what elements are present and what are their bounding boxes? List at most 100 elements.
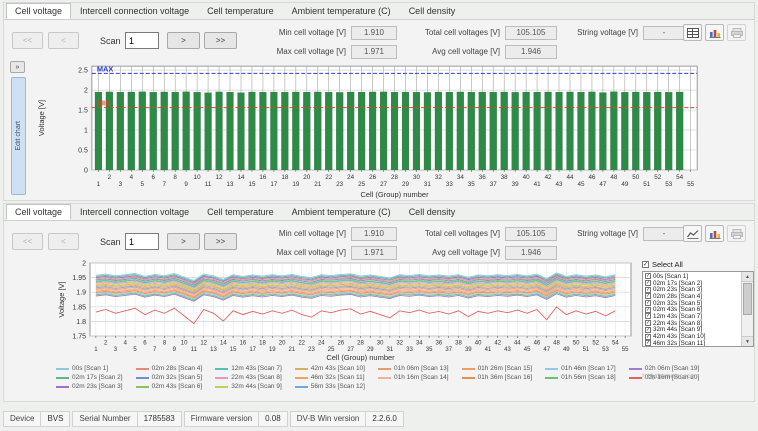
print-button[interactable] <box>727 24 746 41</box>
chart-image-button[interactable] <box>705 24 724 41</box>
legend-column: 02h 06m [Scan 19] 02h 16m [Scan 20] <box>628 365 699 390</box>
tab-cell-density[interactable]: Cell density <box>408 6 456 16</box>
chart-image-button[interactable] <box>705 225 724 242</box>
last-scan-button[interactable]: >> <box>204 32 237 49</box>
scan-checkbox[interactable] <box>645 313 651 320</box>
scan-checkbox[interactable] <box>645 286 651 293</box>
scan-list[interactable]: 00s [Scan 1]02m 17s [Scan 2]02m 23s [Sca… <box>642 271 754 347</box>
scan-input[interactable] <box>125 32 159 49</box>
svg-text:24: 24 <box>318 341 325 347</box>
svg-text:42: 42 <box>545 174 552 181</box>
svg-text:34: 34 <box>457 174 464 181</box>
scroll-down-arrow[interactable]: ▼ <box>742 336 753 346</box>
svg-text:1: 1 <box>84 127 88 134</box>
scan-item-label: 42m 43s [Scan 10] <box>653 333 706 341</box>
scan-checkbox[interactable] <box>645 300 651 307</box>
legend-swatch <box>135 376 149 379</box>
svg-text:1.5: 1.5 <box>78 108 88 115</box>
scan-list-item-10[interactable]: 42m 43s [Scan 10] <box>645 333 739 340</box>
legend-item-scan-14: 01h 16m [Scan 14] <box>377 374 449 381</box>
legend-label: 02m 23s [Scan 3] <box>72 383 123 390</box>
svg-text:39: 39 <box>512 181 519 188</box>
printer-icon <box>730 27 743 38</box>
legend-label: 01h 56m [Scan 18] <box>561 374 616 381</box>
last-scan-button[interactable]: >> <box>204 233 237 250</box>
cell-voltage-bar-panel: Cell voltage Intercell connection voltage… <box>3 2 755 201</box>
scan-list-item-5[interactable]: 02m 32s [Scan 5] <box>645 300 739 307</box>
select-all-checkbox[interactable] <box>642 261 649 268</box>
scan-list-item-3[interactable]: 02m 23s [Scan 3] <box>645 286 739 293</box>
scroll-up-arrow[interactable]: ▲ <box>742 272 753 282</box>
svg-text:27: 27 <box>347 347 354 353</box>
legend-column: 00s [Scan 1] 02m 17s [Scan 2] 02m 23s [Sca… <box>56 365 123 390</box>
svg-text:29: 29 <box>402 181 409 188</box>
legend-column: 42m 43s [Scan 10] 46m 32s [Scan 11] 56m 33… <box>294 365 365 390</box>
svg-text:41: 41 <box>485 347 492 353</box>
status-label: Firmware version <box>190 414 253 423</box>
scan-checkbox[interactable] <box>645 280 651 287</box>
scan-list-item-6[interactable]: 02m 43s [Scan 6] <box>645 306 739 313</box>
svg-text:52: 52 <box>592 341 599 347</box>
data-table-button[interactable] <box>683 24 702 41</box>
svg-text:47: 47 <box>543 347 550 353</box>
svg-text:44: 44 <box>566 174 573 181</box>
svg-text:49: 49 <box>621 181 628 188</box>
legend-item-scan-8: 22m 43s [Scan 8] <box>215 374 282 381</box>
tab-cell-voltage[interactable]: Cell voltage <box>6 3 72 19</box>
first-scan-button[interactable]: << <box>12 233 43 250</box>
tab-ambient-temperature-c[interactable]: Ambient temperature (C) <box>291 207 391 217</box>
scan-list-item-7[interactable]: 12m 43s [Scan 7] <box>645 313 739 320</box>
svg-text:37: 37 <box>490 181 497 188</box>
next-scan-button[interactable]: > <box>167 32 200 49</box>
scan-checkbox[interactable] <box>645 273 651 280</box>
legend-label: 02m 32s [Scan 5] <box>151 374 203 381</box>
first-scan-button[interactable]: << <box>12 32 43 49</box>
svg-text:51: 51 <box>643 181 650 188</box>
scan-label: Scan <box>100 36 121 46</box>
scan-checkbox[interactable] <box>645 306 651 313</box>
scan-list-item-8[interactable]: 22m 43s [Scan 8] <box>645 320 739 327</box>
scan-list-item-9[interactable]: 32m 44s [Scan 9] <box>645 326 739 333</box>
scan-checkbox[interactable] <box>645 293 651 300</box>
svg-text:26: 26 <box>369 174 376 181</box>
scan-checkbox[interactable] <box>645 333 651 340</box>
collapsed-side-panel[interactable]: Edit chart <box>11 77 26 195</box>
legend-item-scan-15: 01h 26m [Scan 15] <box>461 365 532 372</box>
tab-ambient-temperature-c[interactable]: Ambient temperature (C) <box>291 6 391 16</box>
expand-side-panel-button[interactable]: » <box>10 61 25 73</box>
svg-text:55: 55 <box>687 181 694 188</box>
next-scan-button[interactable]: > <box>167 233 200 250</box>
svg-text:9: 9 <box>173 347 177 353</box>
tab-cell-density[interactable]: Cell density <box>408 207 456 217</box>
legend-label: 01h 36m [Scan 16] <box>477 374 533 381</box>
scan-input[interactable] <box>125 233 159 250</box>
scan-item-label: 02m 23s [Scan 3] <box>653 286 703 294</box>
select-all-row[interactable]: Select All <box>642 260 754 269</box>
prev-scan-button[interactable]: < <box>48 32 79 49</box>
tab-cell-temperature[interactable]: Cell temperature <box>207 207 274 217</box>
tab-cell-voltage[interactable]: Cell voltage <box>6 204 72 220</box>
tab-cell-temperature[interactable]: Cell temperature <box>207 6 274 16</box>
legend-label: 02m 43s [Scan 6] <box>151 383 203 390</box>
scan-checkbox[interactable] <box>645 340 651 346</box>
bar-chart-area: » Edit chart 0 0.5 1 1.5 2 2.5 MAX MIN 1 2 3 4 5 6 7 8 9… <box>4 60 754 199</box>
tab-intercell-connection-voltage[interactable]: Intercell connection voltage <box>80 6 190 16</box>
scan-list-item-1[interactable]: 00s [Scan 1] <box>645 273 739 280</box>
svg-text:50: 50 <box>632 174 639 181</box>
print-button[interactable] <box>727 225 746 242</box>
line-chart-button[interactable] <box>683 225 702 242</box>
scroll-thumb[interactable] <box>743 283 752 315</box>
avg-cell-voltage-value: 1.946 <box>505 245 557 260</box>
scan-list-item-4[interactable]: 02m 28s [Scan 4] <box>645 293 739 300</box>
scan-checkbox[interactable] <box>645 326 651 333</box>
scan-list-item-11[interactable]: 46m 32s [Scan 11] <box>645 340 739 346</box>
tab-intercell-connection-voltage[interactable]: Intercell connection voltage <box>80 207 190 217</box>
scan-checkbox[interactable] <box>645 320 651 327</box>
string-voltage-value: - <box>643 226 685 241</box>
total-cell-voltages-value: 105.105 <box>505 226 557 241</box>
scan-list-item-2[interactable]: 02m 17s [Scan 2] <box>645 280 739 287</box>
scan-list-scrollbar[interactable]: ▲ ▼ <box>741 272 753 346</box>
legend-swatch <box>377 376 391 379</box>
legend-swatch <box>545 376 559 379</box>
prev-scan-button[interactable]: < <box>48 233 79 250</box>
